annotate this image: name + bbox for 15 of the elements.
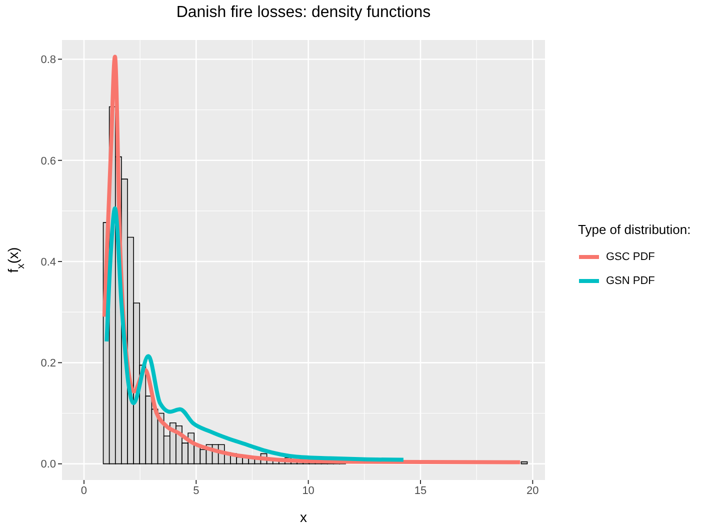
y-tick-label: 0.8 <box>40 54 56 66</box>
x-tick-label: 10 <box>302 484 314 497</box>
legend-title: Type of distribution: <box>578 222 691 237</box>
y-tick-label: 0.4 <box>40 256 56 268</box>
x-tick-label: 5 <box>193 484 200 497</box>
x-axis-title: x <box>300 509 307 525</box>
x-tick-label: 15 <box>414 484 427 497</box>
y-tick-label: 0.2 <box>40 358 56 370</box>
x-tick-label: 20 <box>526 484 539 497</box>
y-tick-label: 0.0 <box>40 458 56 471</box>
legend-label: GSN PDF <box>606 275 655 287</box>
legend-label: GSC PDF <box>606 251 655 263</box>
chart-title: Danish fire losses: density functions <box>175 4 432 22</box>
y-tick-label: 0.6 <box>40 155 56 168</box>
x-tick-label: 0 <box>80 484 88 497</box>
